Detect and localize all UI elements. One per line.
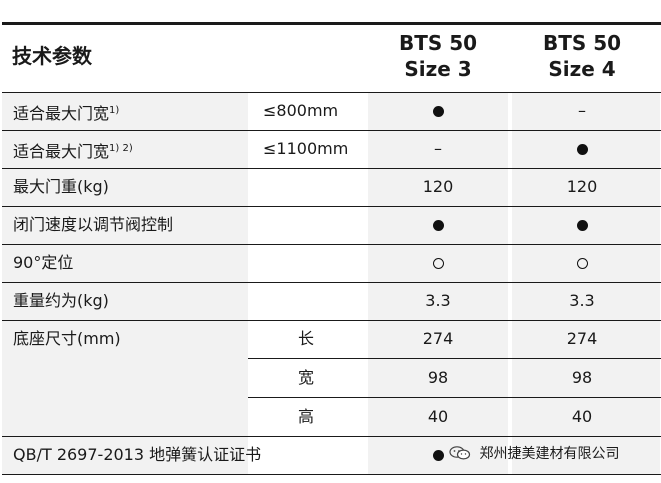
row-unit: 长 [298,329,315,348]
row-label-text: 闭门速度以调节阀控制 [13,215,174,234]
value-size4: 120 [566,177,598,196]
wechat-icon [449,446,471,460]
filled-dot-icon [432,106,444,117]
column-shade [512,92,660,474]
column-header-size3: BTS 50 Size 3 [368,30,508,82]
value-size3: ● [368,101,508,121]
column-header-size: Size 4 [548,57,616,81]
row-divider [2,92,661,93]
row-divider [2,206,661,207]
column-header-model: BTS 50 [398,31,478,55]
value-size3: 40 [427,406,449,426]
row-label-text: 最大门重(kg) [13,177,109,196]
row-label-text: 适合最大门宽 [13,104,110,123]
value-size3: ● [368,215,508,235]
footnote-marker: 1) [109,105,120,116]
value-size4: ● [512,139,652,159]
row-label-text: 适合最大门宽 [13,142,110,161]
watermark-text: 郑州捷美建材有限公司 [479,446,620,462]
value-size4: ○ [512,253,652,273]
row-divider [2,474,661,475]
header-rule [2,22,661,25]
row-label: 适合最大门宽1) 2) [13,139,133,162]
row-label: 适合最大门宽1) [13,101,119,124]
value-size4: 40 [571,406,593,426]
row-label: 90°定位 [13,253,73,273]
value-size4: ● [512,215,652,235]
value-size3: 98 [427,367,449,387]
row-label-text: QB/T 2697-2013 地弹簧认证证书 [13,445,262,464]
row-label-text: 底座尺寸(mm) [13,329,121,348]
filled-dot-icon [432,220,444,231]
row-divider [2,130,661,131]
watermark: 郑州捷美建材有限公司 [449,443,619,463]
column-shade [368,92,508,474]
column-header-size: Size 3 [404,57,472,81]
filled-dot-icon [576,144,588,155]
row-unit: ≤800mm [263,101,339,120]
value-size3: 120 [422,177,454,196]
column-header-size4: BTS 50 Size 4 [512,30,652,82]
row-label-text: 重量约为(kg) [13,291,109,310]
value-size3: 274 [422,329,454,348]
row-divider [2,282,661,283]
row-divider [248,397,661,398]
row-divider [2,320,661,321]
row-unit: ≤1100mm [263,139,349,158]
open-circle-icon [576,258,588,269]
row-label: 底座尺寸(mm) [13,329,121,349]
footnote-marker: 1) 2) [109,143,133,154]
row-divider [2,244,661,245]
row-label: 最大门重(kg) [13,177,109,197]
value-size4: – [578,101,586,120]
value-size4: 98 [571,367,593,387]
open-circle-icon [432,258,444,269]
filled-dot-icon [432,450,444,461]
value-size3: ○ [368,253,508,273]
column-header-model: BTS 50 [542,31,622,55]
value-size3: – [434,139,442,158]
filled-dot-icon [576,220,588,231]
row-divider [2,436,661,437]
table-title: 技术参数 [12,44,92,68]
row-label: 重量约为(kg) [13,291,109,311]
row-divider [248,358,661,359]
row-label: 闭门速度以调节阀控制 [13,215,173,235]
value-size3: ● [368,445,508,465]
row-divider [2,168,661,169]
value-size4: 3.3 [569,291,595,310]
value-size3: 3.3 [425,291,451,310]
row-unit: 宽 [298,367,315,387]
column-shade [2,92,248,474]
value-size4: 274 [566,329,598,348]
row-label-text: 90°定位 [13,253,74,272]
row-unit: 高 [298,406,315,426]
row-label: QB/T 2697-2013 地弹簧认证证书 [13,445,261,465]
